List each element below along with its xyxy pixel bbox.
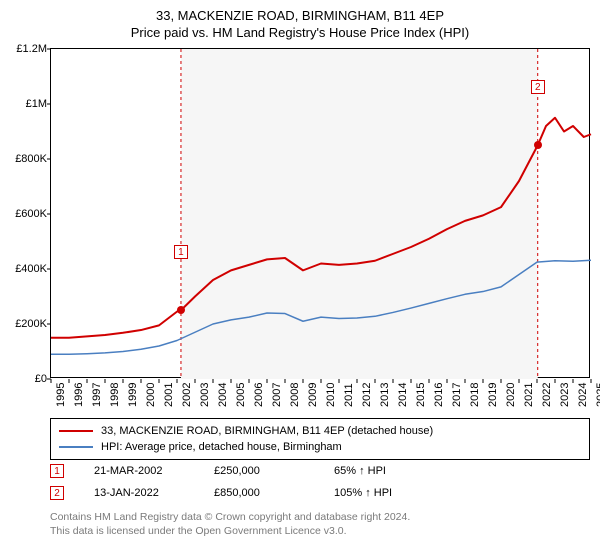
title-subtitle: Price paid vs. HM Land Registry's House … <box>0 25 600 40</box>
transaction-price: £850,000 <box>214 487 304 499</box>
y-tick-label: £200K <box>15 318 47 330</box>
x-tick-label: 2006 <box>253 383 265 407</box>
legend-item: HPI: Average price, detached house, Birm… <box>59 439 581 455</box>
x-tick-label: 2023 <box>559 383 571 407</box>
transaction-table: 1 21-MAR-2002 £250,000 65% ↑ HPI 2 13-JAN-202… <box>50 460 590 504</box>
x-tick-label: 2009 <box>307 383 319 407</box>
legend-box: 33, MACKENZIE ROAD, BIRMINGHAM, B11 4EP … <box>50 418 590 460</box>
legend-swatch <box>59 446 93 448</box>
y-tick-label: £1.2M <box>16 43 47 55</box>
transaction-badge: 1 <box>50 464 64 478</box>
x-tick-label: 2007 <box>271 383 283 407</box>
x-tick-label: 2008 <box>289 383 301 407</box>
x-tick-label: 2014 <box>397 383 409 407</box>
legend-swatch <box>59 430 93 432</box>
transaction-row: 2 13-JAN-2022 £850,000 105% ↑ HPI <box>50 482 590 504</box>
x-tick-label: 2021 <box>523 383 535 407</box>
x-tick-label: 2000 <box>145 383 157 407</box>
x-tick-label: 2003 <box>199 383 211 407</box>
x-tick-label: 2011 <box>343 383 355 407</box>
chart-svg <box>51 49 589 377</box>
y-tick-label: £1M <box>26 98 47 110</box>
x-tick-label: 2005 <box>235 383 247 407</box>
legend-item: 33, MACKENZIE ROAD, BIRMINGHAM, B11 4EP … <box>59 423 581 439</box>
x-tick-label: 2013 <box>379 383 391 407</box>
x-tick-label: 1998 <box>109 383 121 407</box>
transaction-date: 13-JAN-2022 <box>94 487 184 499</box>
y-tick-label: £800K <box>15 153 47 165</box>
marker-badge-2: 2 <box>531 80 545 94</box>
x-tick-label: 2022 <box>541 383 553 407</box>
marker-dot-2 <box>534 141 542 149</box>
x-tick-label: 2015 <box>415 383 427 407</box>
chart-titles: 33, MACKENZIE ROAD, BIRMINGHAM, B11 4EP … <box>0 0 600 40</box>
marker-badge-1: 1 <box>174 245 188 259</box>
y-tick-label: £400K <box>15 263 47 275</box>
x-tick-label: 1999 <box>127 383 139 407</box>
x-tick-label: 2002 <box>181 383 193 407</box>
chart-plot-area: £0£200K£400K£600K£800K£1M£1.2M1995199619… <box>50 48 590 378</box>
title-address: 33, MACKENZIE ROAD, BIRMINGHAM, B11 4EP <box>0 8 600 23</box>
transaction-badge: 2 <box>50 486 64 500</box>
x-tick-label: 1997 <box>91 383 103 407</box>
y-tick-label: £0 <box>35 373 47 385</box>
legend-label: 33, MACKENZIE ROAD, BIRMINGHAM, B11 4EP … <box>101 425 433 437</box>
footer-line2: This data is licensed under the Open Gov… <box>50 524 590 538</box>
x-tick-label: 2025 <box>595 383 600 407</box>
footer-attribution: Contains HM Land Registry data © Crown c… <box>50 510 590 538</box>
x-tick-label: 2017 <box>451 383 463 407</box>
transaction-row: 1 21-MAR-2002 £250,000 65% ↑ HPI <box>50 460 590 482</box>
transaction-pct: 105% ↑ HPI <box>334 487 424 499</box>
x-tick-label: 2016 <box>433 383 445 407</box>
transaction-date: 21-MAR-2002 <box>94 465 184 477</box>
x-tick-label: 2018 <box>469 383 481 407</box>
x-tick-label: 2012 <box>361 383 373 407</box>
x-tick-label: 1996 <box>73 383 85 407</box>
legend-label: HPI: Average price, detached house, Birm… <box>101 441 342 453</box>
transaction-price: £250,000 <box>214 465 304 477</box>
x-tick-label: 2010 <box>325 383 337 407</box>
x-tick-label: 2004 <box>217 383 229 407</box>
marker-dot-1 <box>177 306 185 314</box>
y-tick-label: £600K <box>15 208 47 220</box>
x-tick-label: 1995 <box>55 383 67 407</box>
x-tick-label: 2001 <box>163 383 175 407</box>
x-tick-label: 2024 <box>577 383 589 407</box>
x-tick-label: 2020 <box>505 383 517 407</box>
x-tick-label: 2019 <box>487 383 499 407</box>
footer-line1: Contains HM Land Registry data © Crown c… <box>50 510 590 524</box>
transaction-pct: 65% ↑ HPI <box>334 465 424 477</box>
